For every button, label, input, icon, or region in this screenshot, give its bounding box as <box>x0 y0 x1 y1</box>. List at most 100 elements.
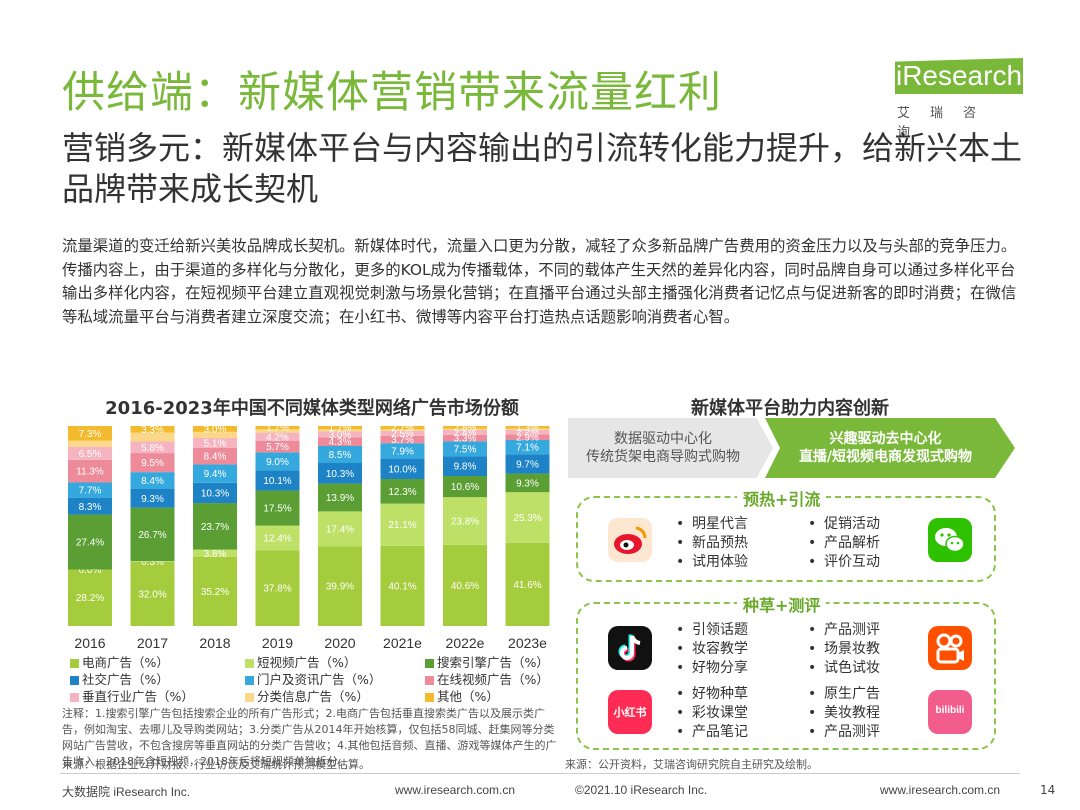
bar-segment-2022e-s6 <box>443 430 487 435</box>
legend-item: 其他（%） <box>425 686 499 705</box>
bar-label: 2.4% <box>454 428 477 439</box>
bar-segment-2020-s5 <box>318 437 362 446</box>
bar-segment-2018-s2 <box>193 503 237 550</box>
flow-left-line1: 数据驱动中心化 <box>614 431 712 447</box>
bar-label: 26.7% <box>138 530 166 541</box>
bar-label: 9.4% <box>204 469 227 480</box>
bar-label: 40.6% <box>451 581 479 592</box>
bar-segment-2022e-s7 <box>443 428 487 430</box>
bar-label: 3.0% <box>204 424 227 435</box>
bar-segment-2021e-s8 <box>380 426 425 430</box>
bar-segment-2022e-s3 <box>443 456 487 476</box>
bar-label: 10.1% <box>263 476 291 487</box>
footer-copyright: ©2021.10 iResearch Inc. <box>575 783 708 797</box>
legend-item: 分类信息广告（%） <box>245 686 369 705</box>
bar-segment-2022e-s5 <box>443 434 487 442</box>
bar-label: 23.7% <box>201 522 229 533</box>
bar-label: 7.5% <box>454 444 477 455</box>
bar-segment-2018-s7 <box>193 431 237 438</box>
bar-segment-2020-s4 <box>318 446 362 463</box>
bar-label: 32.0% <box>138 589 166 600</box>
bar-label: 28.2% <box>76 593 104 604</box>
legend-swatch <box>245 676 254 685</box>
x-tick-label: 2022e <box>446 635 485 651</box>
bar-segment-2023e-s2 <box>505 473 550 493</box>
footer-url-1[interactable]: www.iresearch.com.cn <box>395 783 516 797</box>
bilibili-text: bilibili <box>935 705 965 716</box>
bar-label: 5.1% <box>204 438 227 449</box>
bar-label: 17.5% <box>263 504 291 515</box>
bilibili-icon: bilibili <box>928 690 972 734</box>
bar-label: 0.0% <box>79 565 102 576</box>
bar-label: 8.4% <box>204 452 227 463</box>
legend-label: 社交广告（%） <box>82 672 169 687</box>
bar-label: 9.3% <box>516 478 539 489</box>
footer-url-2[interactable]: www.iresearch.com.cn <box>880 783 1001 797</box>
bar-segment-2016-s5 <box>68 459 112 483</box>
x-tick-label: 2019 <box>262 635 293 651</box>
bar-segment-2020-s1 <box>318 511 362 547</box>
list-item: 试用体验 <box>676 553 748 572</box>
bar-segment-2018-s8 <box>193 426 237 432</box>
bar-segment-2019-s5 <box>255 441 300 453</box>
bar-segment-2016-s3 <box>68 497 112 515</box>
footer-left: 大数据院 iResearch Inc. <box>62 785 191 799</box>
bar-segment-2019-s4 <box>255 452 300 471</box>
bar-segment-2017-s2 <box>130 507 175 562</box>
bar-label: 10.3% <box>201 488 229 499</box>
legend-item: 电商广告（%） <box>70 652 169 671</box>
bar-segment-2017-s7 <box>130 432 175 442</box>
section1-list-right: 促销活动 产品解析 评价互动 <box>808 515 880 572</box>
bar-label: 41.6% <box>513 580 541 591</box>
bar-segment-2016-s0 <box>68 569 112 626</box>
bar-label: 3.8% <box>204 549 227 560</box>
x-tick-label: 2017 <box>137 635 168 651</box>
legend-item: 搜索引擎广告（%） <box>425 652 549 671</box>
legend-item: 社交广告（%） <box>70 669 169 688</box>
bar-segment-2023e-s4 <box>505 440 550 455</box>
bar-label: 7.9% <box>391 447 414 458</box>
bar-label: 9.7% <box>516 459 539 470</box>
bar-segment-2016-s4 <box>68 482 112 498</box>
right-source: 来源：公开资料，艾瑞咨询研究院自主研究及绘制。 <box>565 758 818 771</box>
section2-list-left: 引领话题 妆容教学 好物分享 <box>676 621 748 678</box>
bar-label: 3.3% <box>454 434 477 445</box>
bar-segment-2019-s0 <box>255 550 300 626</box>
legend-label: 门户及资讯广告（%） <box>257 672 382 687</box>
bar-segment-2018-s6 <box>193 437 237 448</box>
list-item: 妆容教学 <box>676 640 748 659</box>
bar-segment-2016-s8 <box>68 426 112 441</box>
legend-swatch <box>245 693 254 702</box>
bar-label: 13.9% <box>326 493 354 504</box>
section2-list-right: 产品测评 场景妆教 试色试妆 <box>808 621 880 678</box>
bar-segment-2019-s1 <box>255 525 300 551</box>
bar-segment-2021e-s0 <box>380 545 425 626</box>
page-subtitle: 营销多元：新媒体平台与内容输出的引流转化能力提升，给新兴本土品牌带来成长契机 <box>62 129 1023 208</box>
footer-divider <box>60 773 1020 774</box>
chart-source: 来源：根据企业公开财报、行业访谈及艾瑞统计预测模型估算。 <box>62 758 370 771</box>
bar-label: 8.4% <box>141 476 164 487</box>
x-tick-label: 2016 <box>74 635 105 651</box>
xiaohongshu-icon: 小红书 <box>608 690 652 734</box>
flow-right-line1: 兴趣驱动去中心化 <box>829 431 942 447</box>
bar-segment-2016-s6 <box>68 446 112 460</box>
list-item: 好物种草 <box>676 685 748 704</box>
list-item: 好物分享 <box>676 659 748 678</box>
legend-label: 搜索引擎广告（%） <box>437 655 549 670</box>
section3-list-left: 好物种草 彩妆课堂 产品笔记 <box>676 685 748 742</box>
bar-segment-2019-s2 <box>255 490 300 526</box>
bar-label: 4.2% <box>266 432 289 443</box>
bar-segment-2020-s0 <box>318 546 362 626</box>
bar-label: 37.8% <box>263 584 291 595</box>
legend-swatch <box>425 659 434 668</box>
bar-segment-2017-s5 <box>130 453 175 473</box>
x-tick-label: 2023e <box>508 635 547 651</box>
body-paragraph-2: 传播内容上，由于渠道的多样化与分散化，更多的KOL成为传播载体，不同的载体产生天… <box>62 260 1017 326</box>
bar-label: 0.3% <box>141 557 164 568</box>
legend-item: 短视频广告（%） <box>245 652 356 671</box>
legend-label: 电商广告（%） <box>82 655 169 670</box>
bar-label: 23.8% <box>451 517 479 528</box>
section-preheat-label: 预热+引流 <box>737 486 827 510</box>
bar-label: 2.2% <box>516 428 539 439</box>
bar-segment-2020-s6 <box>318 431 362 438</box>
